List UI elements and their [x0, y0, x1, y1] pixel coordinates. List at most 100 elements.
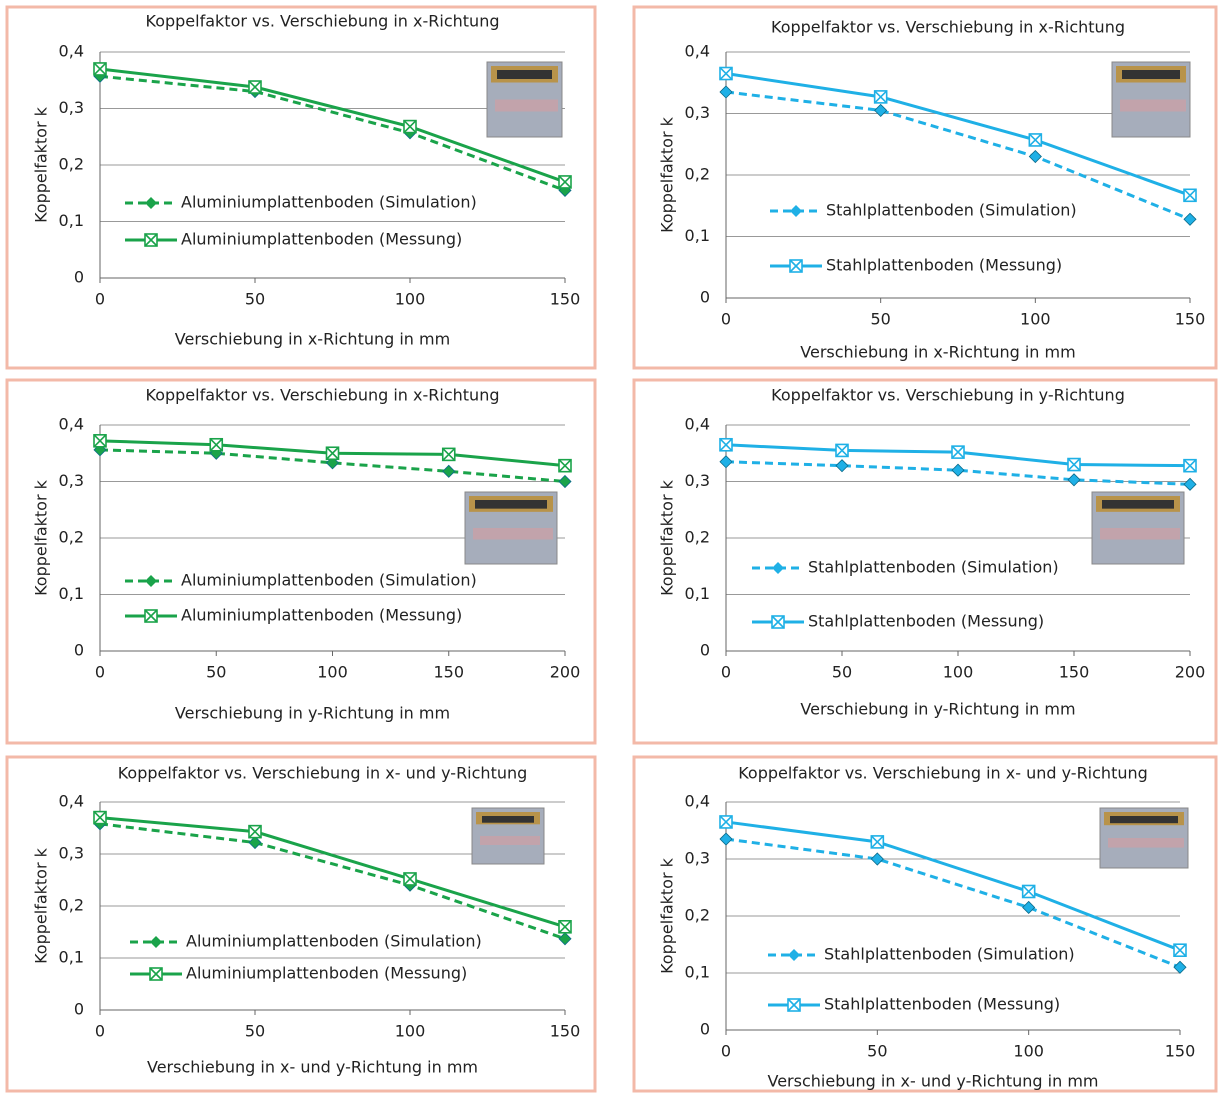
chart-title: Koppelfaktor vs. Verschiebung in x-Richt…	[146, 12, 500, 31]
legend-label: Aluminiumplattenboden (Simulation)	[181, 571, 477, 590]
inset-winding	[497, 70, 552, 79]
y-tick-label: 0,4	[685, 792, 710, 811]
legend-label: Stahlplattenboden (Simulation)	[808, 558, 1059, 577]
x-tick-label: 150	[550, 290, 581, 309]
inset-pad	[1108, 838, 1184, 848]
legend-label: Stahlplattenboden (Simulation)	[824, 945, 1075, 964]
chart-panel: Koppelfaktor vs. Verschiebung in x-Richt…	[634, 7, 1216, 368]
x-tick-label: 50	[245, 1022, 265, 1041]
y-tick-label: 0,4	[59, 792, 84, 811]
x-tick-label: 100	[395, 290, 426, 309]
y-tick-label: 0,3	[685, 849, 710, 868]
y-tick-label: 0,2	[59, 528, 84, 547]
x-axis-label: Verschiebung in x- und y-Richtung in mm	[147, 1058, 478, 1077]
y-tick-label: 0,2	[685, 528, 710, 547]
legend-label: Aluminiumplattenboden (Messung)	[181, 606, 462, 625]
y-axis-label: Koppelfaktor k	[32, 479, 51, 596]
panel-border	[7, 7, 595, 368]
chart-panel: Koppelfaktor vs. Verschiebung in y-Richt…	[634, 380, 1216, 743]
chart-title: Koppelfaktor vs. Verschiebung in y-Richt…	[771, 386, 1125, 405]
y-tick-label: 0	[74, 1000, 84, 1019]
legend-label: Stahlplattenboden (Messung)	[824, 995, 1060, 1014]
inset-pad	[1120, 100, 1186, 112]
y-axis-label: Koppelfaktor k	[32, 847, 51, 964]
chart-panel: Koppelfaktor vs. Verschiebung in x- und …	[7, 757, 595, 1091]
page: Koppelfaktor vs. Verschiebung in x-Richt…	[0, 0, 1218, 1093]
chart-title: Koppelfaktor vs. Verschiebung in x-Richt…	[146, 386, 500, 405]
legend-label: Stahlplattenboden (Messung)	[808, 612, 1044, 631]
inset-winding	[482, 816, 534, 823]
x-tick-label: 50	[832, 663, 852, 682]
x-axis-label: Verschiebung in y-Richtung in mm	[175, 704, 450, 723]
x-tick-label: 50	[867, 1042, 887, 1061]
legend-label: Aluminiumplattenboden (Simulation)	[186, 932, 482, 951]
y-tick-label: 0,4	[685, 42, 710, 61]
y-tick-label: 0,2	[685, 906, 710, 925]
y-tick-label: 0,1	[685, 226, 710, 245]
y-tick-label: 0,4	[685, 415, 710, 434]
inset-pad	[1100, 528, 1180, 540]
inset-winding	[475, 500, 547, 509]
y-tick-label: 0,4	[59, 42, 84, 61]
x-tick-label: 150	[433, 663, 464, 682]
x-tick-label: 100	[317, 663, 348, 682]
y-tick-label: 0,3	[59, 844, 84, 863]
y-tick-label: 0	[700, 288, 710, 307]
x-tick-label: 100	[1020, 310, 1051, 329]
y-tick-label: 0	[74, 641, 84, 660]
inset-pad	[495, 100, 558, 112]
chart-panel: Koppelfaktor vs. Verschiebung in x-Richt…	[7, 7, 595, 368]
x-tick-label: 0	[95, 290, 105, 309]
x-tick-label: 0	[95, 663, 105, 682]
y-tick-label: 0,2	[59, 155, 84, 174]
chart-title: Koppelfaktor vs. Verschiebung in x- und …	[118, 764, 528, 783]
legend-label: Stahlplattenboden (Messung)	[826, 256, 1062, 275]
x-axis-label: Verschiebung in x-Richtung in mm	[175, 330, 450, 349]
y-tick-label: 0	[700, 1020, 710, 1039]
panel-border	[7, 757, 595, 1091]
x-tick-label: 150	[1175, 310, 1206, 329]
x-tick-label: 0	[95, 1022, 105, 1041]
x-tick-label: 50	[206, 663, 226, 682]
x-tick-label: 50	[245, 290, 265, 309]
chart-panel: Koppelfaktor vs. Verschiebung in x- und …	[634, 757, 1216, 1091]
y-axis-label: Koppelfaktor k	[658, 857, 677, 974]
y-tick-label: 0	[74, 268, 84, 287]
x-tick-label: 0	[721, 310, 731, 329]
chart-panel: Koppelfaktor vs. Verschiebung in x-Richt…	[7, 380, 595, 743]
y-tick-label: 0	[700, 641, 710, 660]
chart-title: Koppelfaktor vs. Verschiebung in x- und …	[738, 764, 1148, 783]
x-axis-label: Verschiebung in x- und y-Richtung in mm	[768, 1072, 1099, 1091]
y-axis-label: Koppelfaktor k	[658, 116, 677, 233]
x-tick-label: 150	[1059, 663, 1090, 682]
y-tick-label: 0,2	[59, 896, 84, 915]
y-tick-label: 0,3	[685, 103, 710, 122]
chart-grid: Koppelfaktor vs. Verschiebung in x-Richt…	[0, 0, 1218, 1093]
legend-label: Aluminiumplattenboden (Messung)	[186, 964, 467, 983]
x-tick-label: 100	[395, 1022, 426, 1041]
x-tick-label: 200	[1175, 663, 1206, 682]
chart-title: Koppelfaktor vs. Verschiebung in x-Richt…	[771, 18, 1125, 37]
x-tick-label: 100	[943, 663, 974, 682]
y-tick-label: 0,3	[59, 471, 84, 490]
legend-label: Stahlplattenboden (Simulation)	[826, 201, 1077, 220]
legend-label: Aluminiumplattenboden (Messung)	[181, 230, 462, 249]
inset-pad	[480, 836, 540, 845]
x-tick-label: 200	[550, 663, 581, 682]
y-tick-label: 0,1	[59, 948, 84, 967]
y-tick-label: 0,1	[59, 584, 84, 603]
y-axis-label: Koppelfaktor k	[658, 479, 677, 596]
x-axis-label: Verschiebung in y-Richtung in mm	[800, 700, 1075, 719]
x-tick-label: 0	[721, 1042, 731, 1061]
y-tick-label: 0,2	[685, 165, 710, 184]
inset-winding	[1110, 816, 1178, 823]
y-tick-label: 0,1	[685, 963, 710, 982]
y-tick-label: 0,1	[59, 211, 84, 230]
x-tick-label: 150	[1165, 1042, 1196, 1061]
x-tick-label: 150	[550, 1022, 581, 1041]
x-tick-label: 50	[870, 310, 890, 329]
inset-winding	[1122, 70, 1180, 79]
y-axis-label: Koppelfaktor k	[32, 106, 51, 223]
x-axis-label: Verschiebung in x-Richtung in mm	[800, 343, 1075, 362]
y-tick-label: 0,4	[59, 415, 84, 434]
